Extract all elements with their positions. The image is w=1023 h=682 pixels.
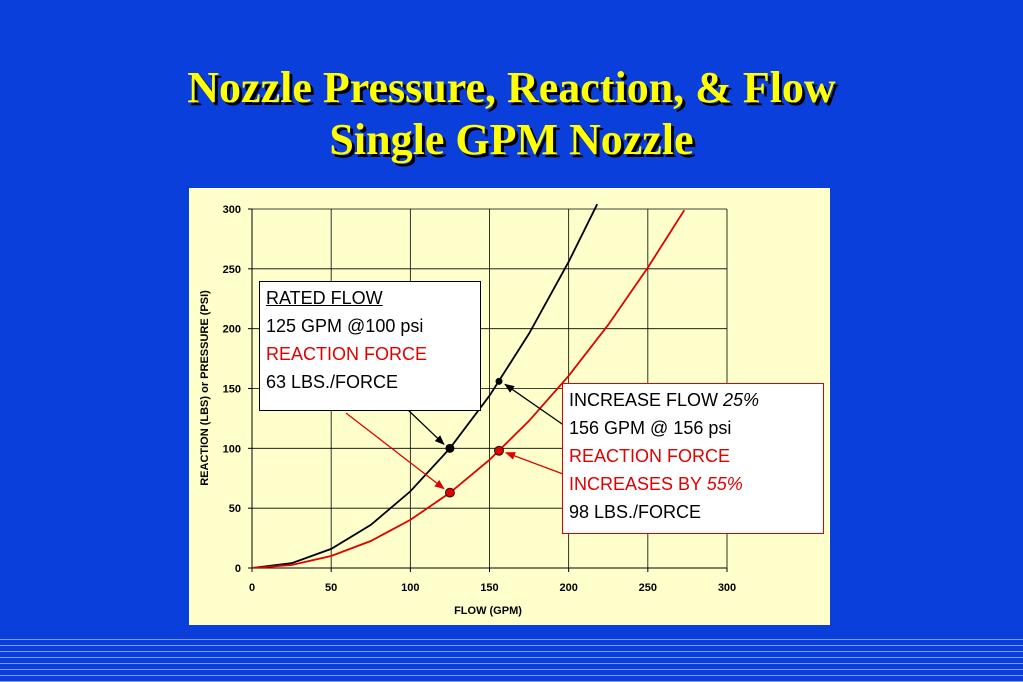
y-tick-label: 250: [223, 264, 241, 276]
callout-arrows: [345, 383, 566, 490]
x-tick-label: 150: [480, 582, 498, 594]
slide-title: Nozzle Pressure, Reaction, & Flow Single…: [0, 62, 1023, 166]
increase-force-value: 98 LBS./FORCE: [569, 502, 702, 522]
rated-flow-heading: RATED FLOW: [266, 288, 383, 308]
y-tick-label: 300: [223, 204, 241, 216]
rated-reaction-label: REACTION FORCE: [266, 344, 428, 364]
increase-reaction-arrow: [505, 452, 564, 475]
increase-pressure-arrow: [504, 383, 566, 427]
increase-reaction-change-text: INCREASES BY: [569, 474, 707, 494]
increase-reaction-percent: 55%: [706, 474, 743, 494]
rated-flow-line: 125 GPM @100 psi: [266, 316, 424, 336]
data-point: [445, 443, 455, 453]
increase-flow-heading: INCREASE FLOW 25%: [569, 386, 817, 414]
data-markers: [445, 377, 504, 498]
x-tick-label: 100: [401, 582, 419, 594]
data-point: [445, 487, 455, 498]
title-line-2: Single GPM Nozzle: [329, 115, 694, 164]
y-tick-label: 50: [229, 503, 241, 515]
y-tick-label: 0: [235, 563, 241, 575]
x-axis-label: FLOW (GPM): [454, 605, 522, 617]
increase-flow-callout: INCREASE FLOW 25% 156 GPM @ 156 psi REAC…: [562, 383, 824, 534]
x-tick-label: 300: [718, 582, 736, 594]
series-lines: [252, 203, 686, 568]
data-point: [495, 377, 503, 385]
x-tick-label: 200: [559, 582, 577, 594]
pressure-curve: [252, 203, 599, 568]
y-tick-label: 100: [223, 443, 241, 455]
y-tick-label: 200: [223, 324, 241, 336]
rated-flow-callout: RATED FLOW 125 GPM @100 psi REACTION FOR…: [259, 281, 481, 411]
data-point: [494, 445, 504, 456]
y-tick-label: 150: [223, 384, 241, 396]
x-tick-label: 0: [249, 582, 255, 594]
increase-flow-percent: 25%: [723, 390, 760, 410]
increase-flow-line: 156 GPM @ 156 psi: [569, 418, 732, 438]
tick-labels: 0 50 100 150 200 250 300 0 50 100 150 200 250 300: [223, 204, 737, 594]
increase-reaction-label: REACTION FORCE: [569, 446, 731, 466]
title-line-1: Nozzle Pressure, Reaction, & Flow: [187, 63, 836, 112]
x-tick-label: 250: [639, 582, 657, 594]
decorative-rule-lines: [0, 636, 1023, 682]
y-axis-label: REACTION (LBS) or PRESSURE (PSI): [199, 290, 211, 486]
axes: [248, 208, 728, 572]
x-tick-label: 50: [325, 582, 337, 594]
rated-reaction-arrow: [345, 412, 445, 490]
increase-reaction-change: INCREASES BY 55%: [569, 470, 817, 498]
reaction-curve: [252, 209, 686, 568]
rated-pressure-arrow: [405, 407, 445, 446]
rated-force-value: 63 LBS./FORCE: [266, 372, 399, 392]
increase-flow-heading-text: INCREASE FLOW: [569, 390, 724, 410]
